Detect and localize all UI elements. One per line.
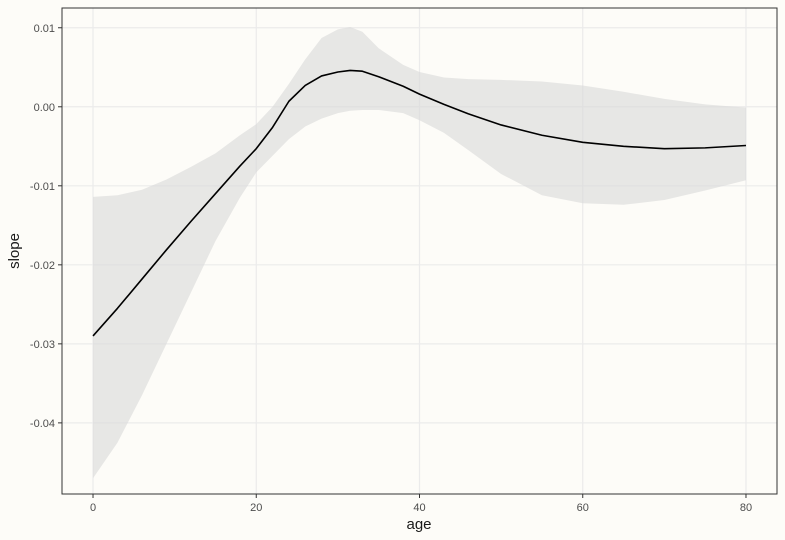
x-axis-title: age — [406, 516, 431, 533]
y-tick-label: -0.01 — [30, 181, 55, 193]
x-tick-label: 60 — [577, 502, 589, 514]
y-tick-label: -0.04 — [30, 418, 55, 430]
x-tick-label: 0 — [90, 502, 96, 514]
x-axis-ticks: 0 20 40 60 80 — [90, 494, 752, 514]
x-tick-label: 20 — [250, 502, 262, 514]
y-tick-label: -0.02 — [30, 260, 55, 272]
y-tick-label: -0.03 — [30, 339, 55, 351]
slope-line — [92, 69, 747, 337]
y-tick-label: 0.01 — [34, 23, 55, 35]
x-tick-label: 40 — [413, 502, 425, 514]
y-axis-ticks: -0.04 -0.03 -0.02 -0.01 0.00 0.01 — [30, 23, 62, 430]
y-axis-title: slope — [6, 233, 23, 269]
x-tick-label: 80 — [740, 502, 752, 514]
y-tick-label: 0.00 — [34, 102, 55, 114]
confidence-ribbon — [93, 26, 746, 479]
